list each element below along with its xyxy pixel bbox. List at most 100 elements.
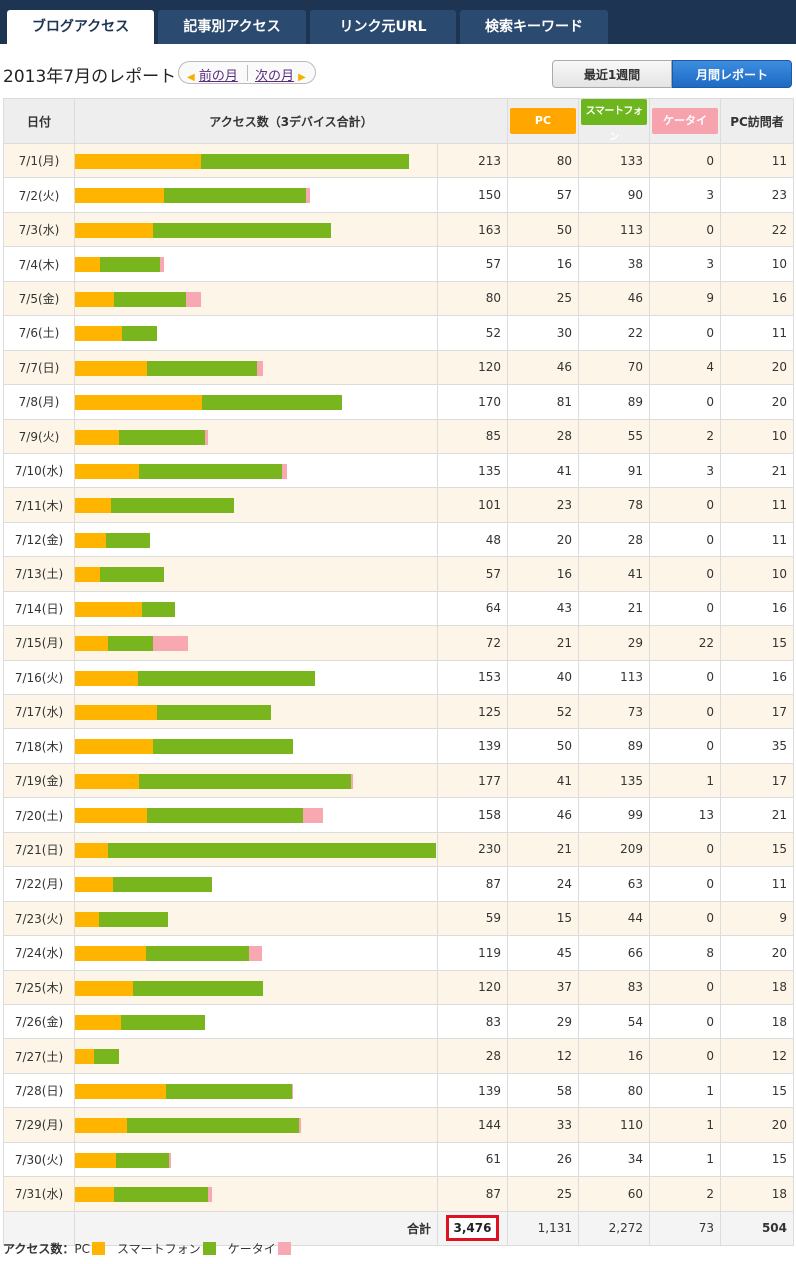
row-smartphone: 66 — [578, 935, 650, 971]
bar-segment-pc — [75, 636, 108, 652]
row-total: 144 — [437, 1107, 508, 1143]
bar-segment-pc — [75, 498, 112, 514]
table-row: 7/12(金) 48 20 28 0 11 — [3, 521, 794, 558]
row-total: 61 — [437, 1141, 508, 1178]
tab-article-access[interactable]: 記事別アクセス — [158, 10, 306, 44]
report-title: 2013年7月のレポート — [3, 67, 177, 87]
next-month-control[interactable]: 次の月 ▶ — [255, 65, 306, 84]
row-date: 7/1(月) — [3, 142, 75, 179]
bar-segment-smartphone — [133, 980, 264, 996]
mobile-badge: ケータイ — [652, 108, 718, 134]
row-pc: 37 — [507, 969, 579, 1005]
stacked-bar — [75, 463, 287, 479]
row-mobile: 9 — [649, 280, 721, 317]
row-pc-visitors: 20 — [720, 935, 794, 971]
monthly-report-button[interactable]: 月間レポート — [672, 60, 792, 88]
row-pc: 21 — [507, 831, 579, 868]
bar-segment-smartphone — [114, 1187, 209, 1203]
total-mobile: 73 — [649, 1210, 721, 1246]
table-row: 7/2(火) 150 57 90 3 23 — [3, 177, 794, 213]
row-pc: 21 — [507, 625, 579, 661]
recent-week-button[interactable]: 最近1週間 — [552, 60, 672, 88]
stacked-bar — [75, 154, 410, 169]
row-pc: 81 — [507, 384, 579, 420]
row-date: 7/8(月) — [3, 384, 75, 420]
row-total: 83 — [437, 1003, 508, 1040]
stacked-bar — [75, 670, 316, 686]
stacked-bar — [75, 257, 165, 273]
stacked-bar — [75, 1187, 212, 1203]
row-smartphone: 41 — [578, 556, 650, 592]
bar-segment-smartphone — [115, 1152, 170, 1168]
prev-month-link[interactable]: 前の月 — [198, 69, 238, 84]
next-month-link[interactable]: 次の月 — [255, 69, 295, 84]
row-pc: 30 — [507, 315, 579, 351]
bar-segment-smartphone — [145, 946, 250, 962]
row-pc: 12 — [507, 1038, 579, 1074]
row-mobile: 3 — [649, 177, 721, 213]
tab-referrer-url[interactable]: リンク元URL — [310, 10, 456, 44]
row-smartphone: 54 — [578, 1003, 650, 1040]
row-stacked-bar-cell — [74, 1141, 438, 1178]
bar-segment-pc — [75, 980, 134, 996]
row-date: 7/27(土) — [3, 1038, 75, 1074]
bar-segment-smartphone — [106, 532, 151, 548]
row-total: 213 — [437, 142, 508, 179]
row-date: 7/24(水) — [3, 935, 75, 971]
bar-segment-pc — [75, 222, 154, 238]
pc-badge: PC — [510, 108, 576, 134]
row-pc-visitors: 17 — [720, 693, 794, 730]
row-stacked-bar-cell — [74, 625, 438, 661]
row-date: 7/18(木) — [3, 728, 75, 764]
prev-month-control[interactable]: ◀ 前の月 — [187, 65, 238, 84]
row-pc: 43 — [507, 590, 579, 627]
bar-segment-pc — [75, 877, 113, 893]
row-smartphone: 63 — [578, 866, 650, 902]
table-row: 7/22(月) 87 24 63 0 11 — [3, 866, 794, 902]
row-pc-visitors: 11 — [720, 521, 794, 558]
bar-segment-pc — [75, 773, 140, 789]
bar-segment-pc — [75, 257, 101, 273]
total-smartphone: 2,272 — [578, 1210, 650, 1246]
bar-segment-mobile — [186, 291, 201, 307]
table-row: 7/8(月) 170 81 89 0 20 — [3, 384, 794, 420]
bar-segment-pc — [75, 739, 154, 755]
row-stacked-bar-cell — [74, 349, 438, 386]
row-pc-visitors: 15 — [720, 1072, 794, 1109]
row-mobile: 3 — [649, 246, 721, 282]
header-pc-visitors: PC訪問者 — [720, 98, 794, 144]
row-smartphone: 46 — [578, 280, 650, 317]
smartphone-badge: スマートフォン — [581, 99, 647, 143]
row-pc: 29 — [507, 1003, 579, 1040]
row-stacked-bar-cell — [74, 452, 438, 489]
bar-segment-mobile — [302, 808, 323, 824]
row-total: 64 — [437, 590, 508, 627]
row-pc-visitors: 21 — [720, 452, 794, 489]
row-pc-visitors: 16 — [720, 280, 794, 317]
row-date: 7/4(木) — [3, 246, 75, 282]
row-date: 7/22(月) — [3, 866, 75, 902]
bar-segment-pc — [75, 1152, 116, 1168]
row-stacked-bar-cell — [74, 211, 438, 248]
row-total: 120 — [437, 969, 508, 1005]
stacked-bar — [75, 636, 188, 652]
row-pc: 25 — [507, 280, 579, 317]
bar-segment-pc — [75, 1083, 167, 1099]
tab-blog-access[interactable]: ブログアクセス — [7, 10, 154, 44]
row-total: 101 — [437, 487, 508, 523]
bar-segment-pc — [75, 1049, 94, 1065]
stacked-bar — [75, 360, 264, 376]
header-pc: PC — [507, 98, 579, 144]
legend-smartphone-swatch — [202, 1242, 216, 1255]
bar-segment-smartphone — [156, 705, 272, 720]
row-total: 177 — [437, 762, 508, 799]
bar-segment-pc — [75, 291, 115, 307]
bar-segment-pc — [75, 601, 143, 617]
stacked-bar — [75, 877, 212, 893]
bar-segment-smartphone — [107, 842, 436, 858]
row-smartphone: 28 — [578, 521, 650, 558]
row-smartphone: 113 — [578, 659, 650, 696]
tab-search-keyword[interactable]: 検索キーワード — [460, 10, 608, 44]
row-stacked-bar-cell — [74, 1176, 438, 1212]
table-row: 7/3(水) 163 50 113 0 22 — [3, 211, 794, 248]
